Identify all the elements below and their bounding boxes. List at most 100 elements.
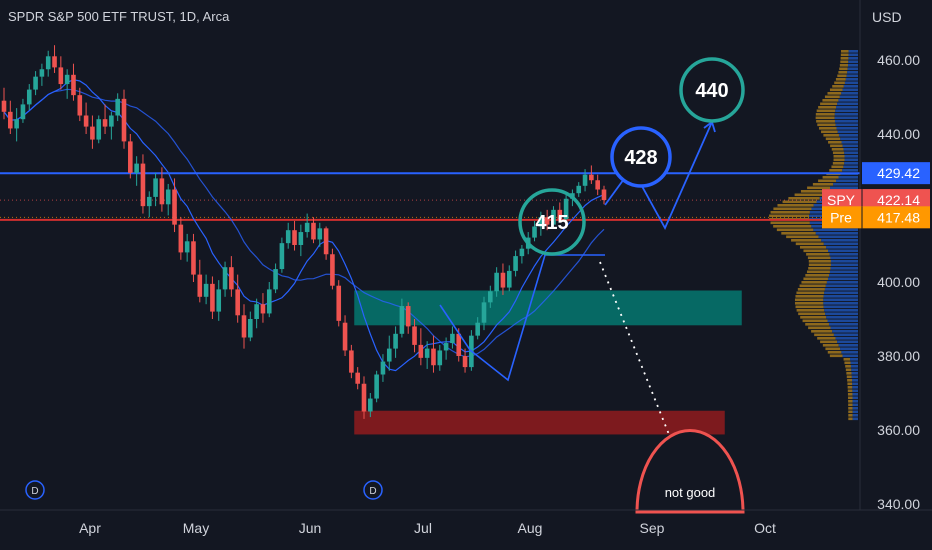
dividend-marker [25, 480, 45, 500]
candle [26, 89, 32, 105]
candle [248, 319, 253, 338]
volume-profile-bar [822, 176, 839, 179]
volume-profile-bar [782, 200, 817, 204]
volume-profile-bar [840, 53, 849, 57]
volume-profile-bar [826, 316, 858, 319]
volume-profile-bar [823, 242, 858, 246]
candle [191, 241, 196, 275]
volume-profile-bar [852, 403, 858, 407]
volume-profile-bar [803, 249, 829, 253]
candle [519, 248, 525, 257]
target-440-circle [679, 57, 745, 123]
candle [589, 174, 594, 181]
volume-profile-bar [848, 403, 853, 407]
volume-profile-bar [850, 361, 858, 365]
annotations: 415 428 440 not good D D [25, 57, 745, 514]
volume-profile-bar [851, 375, 858, 379]
volume-profile-bar [852, 396, 858, 400]
volume-profile-bar [841, 50, 849, 53]
volume-profile-bar [842, 354, 858, 358]
volume-profile-bar [795, 242, 824, 246]
candle [159, 178, 165, 205]
candle [557, 209, 563, 220]
volume-profile-bar [852, 389, 858, 393]
price-badge-symbol: SPY [827, 192, 856, 208]
candle [538, 217, 544, 227]
candle [513, 256, 518, 271]
not-good-circle [635, 429, 745, 514]
volume-profile-bar [795, 295, 824, 298]
currency-label: USD [872, 9, 902, 25]
volume-profile-bar [844, 158, 858, 162]
volume-profile-bar [848, 410, 853, 414]
candle [266, 289, 272, 314]
volume-profile-bar [825, 137, 841, 141]
volume-profile-bar [808, 260, 831, 263]
candle [424, 348, 430, 358]
volume-profile-bar [817, 337, 836, 340]
candle [134, 163, 139, 173]
time-tick-label: Sep [640, 520, 665, 536]
volume-profile-bar [835, 123, 858, 127]
candle [330, 254, 335, 286]
volume-profile-bar [847, 67, 858, 71]
chart-title: SPDR S&P 500 ETF TRUST, 1D, Arca [8, 9, 230, 24]
volume-profile-bar [821, 130, 838, 134]
volume-profile-bar [834, 81, 845, 85]
volume-profile-bar [826, 246, 858, 249]
candle [115, 98, 120, 116]
volume-profile-bar [845, 78, 858, 81]
volume-profile-bar [820, 102, 838, 106]
volume-profile-bar [852, 410, 858, 414]
volume-profile-bar [832, 330, 858, 333]
volume-profile-bar [841, 351, 858, 354]
volume-profile-bar [847, 393, 853, 396]
volume-profile-bar [839, 95, 858, 99]
volume-profile-bar [770, 221, 810, 225]
candle [39, 69, 45, 77]
volume-profile-bar [852, 393, 858, 396]
volume-profile-bar [795, 305, 824, 309]
volume-profile-bar [843, 358, 851, 361]
candle [109, 115, 114, 127]
volume-profile-bar [820, 340, 838, 344]
candle [146, 196, 152, 207]
candle [456, 333, 462, 356]
volume-profile-bar [788, 197, 820, 200]
volume-profile-bar [805, 323, 829, 326]
volume-profile-bar [808, 267, 831, 270]
volume-profile-bar [838, 134, 858, 137]
candle [71, 74, 76, 96]
candle [601, 189, 607, 201]
candle [582, 174, 588, 186]
candle [128, 141, 133, 173]
volume-profile-bar [836, 127, 858, 130]
candle [532, 226, 537, 238]
candle [323, 228, 329, 255]
volume-profile-bar [837, 74, 847, 78]
candle [45, 56, 51, 70]
volume-profile-bar [781, 232, 816, 235]
volume-profile-bar [823, 305, 858, 309]
projection-lower [439, 254, 605, 382]
volume-profile-bar [825, 347, 841, 351]
volume-profile-bar [847, 389, 853, 393]
volume-profile-bar [837, 340, 858, 344]
volume-profile-bar [831, 148, 844, 151]
target-415-circle [518, 188, 586, 256]
candle [8, 111, 13, 129]
volume-profile-bar [794, 193, 824, 197]
candle [121, 98, 127, 142]
volume-profile-bar [842, 169, 858, 172]
volume-profile-bar [845, 365, 851, 368]
volume-profile-bar [818, 179, 837, 183]
volume-profile-bar [838, 344, 858, 347]
volume-profile-bar [848, 396, 853, 400]
moving-average-slow [3, 88, 605, 358]
volume-profile-bar [828, 323, 858, 326]
volume-profile-bar [823, 298, 858, 302]
price-badge-value: 417.48 [877, 209, 920, 225]
volume-profile-bar [843, 148, 858, 151]
volume-profile-bar [773, 207, 812, 211]
